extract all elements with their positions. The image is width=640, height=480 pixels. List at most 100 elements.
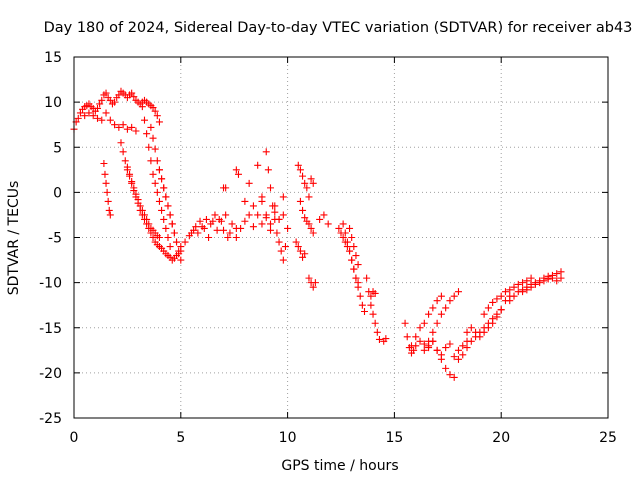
data-point: [506, 286, 514, 294]
data-point: [442, 344, 450, 352]
data-point: [442, 304, 450, 312]
data-point: [553, 270, 561, 278]
data-point: [309, 283, 317, 291]
data-point: [358, 301, 366, 309]
data-point: [420, 340, 428, 348]
data-point: [209, 217, 217, 225]
data-point: [369, 310, 377, 318]
data-point: [437, 292, 445, 300]
data-point: [450, 292, 458, 300]
data-point: [200, 224, 208, 232]
data-point: [102, 109, 110, 117]
data-point: [501, 288, 509, 296]
data-point: [305, 274, 313, 282]
data-point: [194, 229, 202, 237]
data-point: [519, 288, 527, 296]
data-point: [117, 139, 125, 147]
y-axis-label: SDTVAR / TECUs: [6, 181, 22, 296]
data-point: [155, 197, 163, 205]
data-point: [166, 243, 174, 251]
data-point: [420, 346, 428, 354]
data-point: [164, 234, 172, 241]
data-point: [123, 125, 131, 133]
data-point: [153, 188, 161, 196]
data-point: [155, 118, 163, 126]
data-point: [536, 279, 544, 287]
data-point: [299, 206, 307, 214]
data-point: [425, 342, 433, 350]
data-point: [281, 243, 289, 251]
data-point: [153, 157, 161, 165]
data-point: [557, 268, 565, 276]
data-point: [346, 224, 354, 232]
data-point: [339, 220, 347, 228]
data-point: [100, 159, 108, 167]
data-point: [303, 184, 311, 192]
data-point: [294, 161, 302, 169]
data-point: [401, 319, 409, 327]
data-point: [279, 256, 287, 264]
axis-ticks: 0 5 10 15 20 25 -25 -20 -15 -10 -5 0 5 10 15: [39, 50, 617, 446]
data-point: [467, 324, 475, 332]
data-point: [222, 184, 230, 192]
data-point: [341, 229, 349, 237]
data-point: [373, 328, 381, 336]
data-point: [271, 208, 279, 216]
data-point: [211, 211, 219, 219]
data-point: [346, 247, 354, 255]
data-point: [160, 215, 168, 223]
data-point: [213, 226, 221, 234]
data-point: [115, 91, 123, 99]
data-point: [237, 224, 245, 232]
data-point: [140, 211, 148, 219]
data-point: [403, 333, 411, 341]
data-point: [476, 333, 484, 341]
data-point: [177, 256, 185, 264]
data-point: [553, 277, 561, 285]
data-point: [149, 104, 157, 112]
data-point: [307, 224, 315, 232]
data-point: [93, 114, 101, 122]
data-point: [196, 217, 204, 225]
data-point: [143, 130, 151, 138]
data-point: [433, 346, 441, 354]
data-point: [316, 215, 324, 223]
data-point: [472, 328, 480, 336]
y-tick-label: 10: [44, 95, 62, 111]
data-point: [339, 234, 347, 241]
data-point: [433, 297, 441, 305]
data-point: [222, 211, 230, 219]
grid-lines: [74, 57, 608, 418]
data-point: [267, 220, 275, 228]
data-point: [301, 214, 309, 222]
data-point: [367, 292, 375, 300]
data-point: [348, 256, 356, 264]
data-point: [279, 211, 287, 219]
data-point: [93, 104, 101, 112]
data-point: [354, 283, 362, 291]
data-point: [258, 220, 266, 228]
data-point: [241, 217, 249, 225]
data-point: [510, 292, 518, 300]
data-point: [249, 202, 257, 210]
data-point: [514, 280, 522, 288]
data-point: [429, 337, 437, 345]
data-point: [519, 279, 527, 287]
x-tick-label: 20: [492, 430, 510, 446]
data-point: [192, 223, 200, 231]
data-point: [301, 179, 309, 187]
y-tick-label: -25: [39, 411, 62, 427]
data-point: [292, 238, 300, 246]
data-point: [245, 211, 253, 219]
data-point: [273, 229, 281, 237]
data-point: [136, 202, 144, 210]
data-point: [145, 220, 153, 228]
data-point: [101, 170, 109, 178]
data-point: [277, 247, 285, 255]
data-point: [301, 250, 309, 258]
data-point: [254, 211, 262, 219]
data-point: [463, 328, 471, 336]
data-point: [89, 112, 97, 120]
data-point: [527, 283, 535, 291]
data-point: [371, 319, 379, 327]
